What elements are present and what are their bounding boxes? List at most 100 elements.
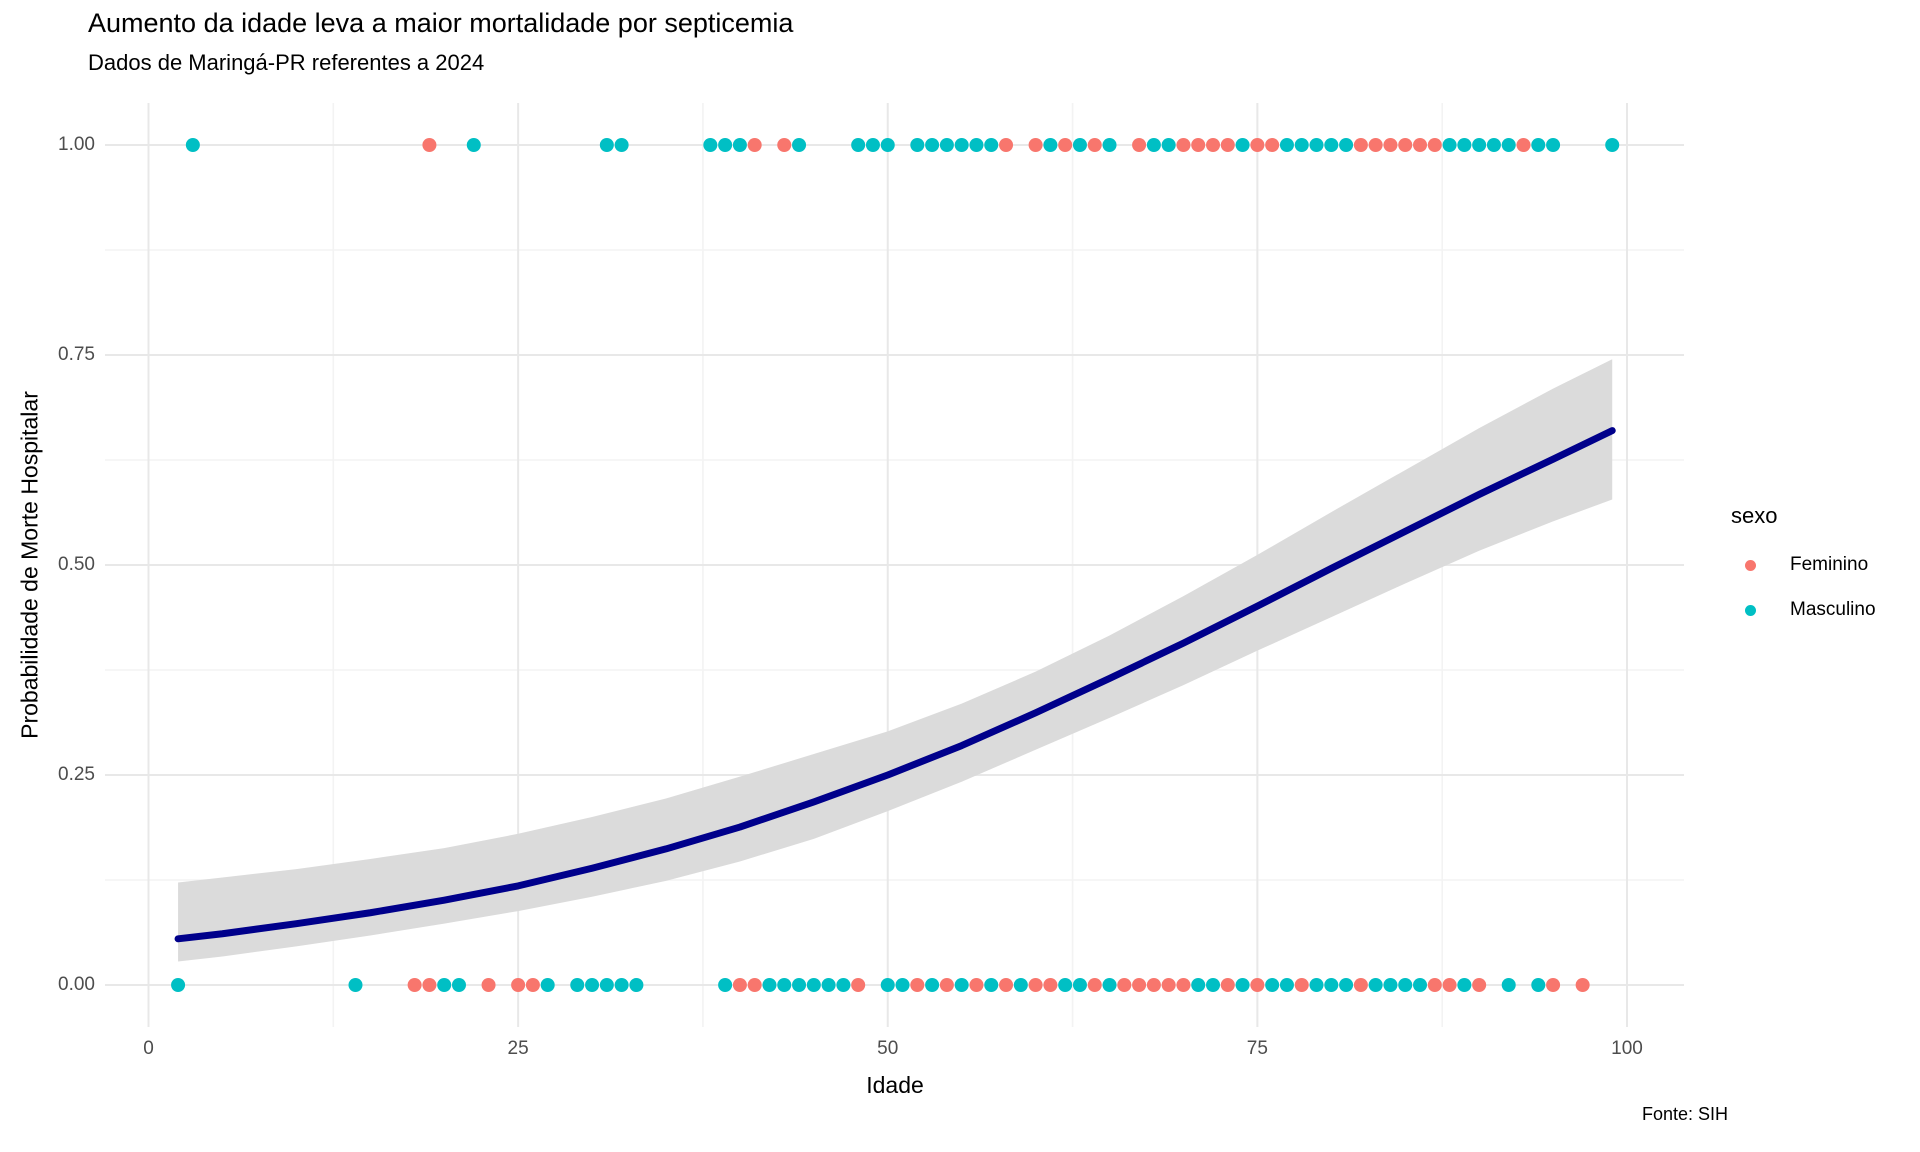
scatter-point-feminino[interactable]: [1398, 138, 1413, 152]
scatter-point-masculino[interactable]: [599, 138, 614, 152]
scatter-point-masculino[interactable]: [1324, 978, 1339, 992]
scatter-point-masculino[interactable]: [910, 138, 925, 152]
scatter-point-masculino[interactable]: [1013, 978, 1028, 992]
scatter-point-masculino[interactable]: [792, 978, 807, 992]
scatter-point-feminino[interactable]: [1250, 978, 1265, 992]
scatter-point-masculino[interactable]: [732, 138, 747, 152]
scatter-point-feminino[interactable]: [1353, 138, 1368, 152]
scatter-point-masculino[interactable]: [1501, 978, 1516, 992]
scatter-point-feminino[interactable]: [1427, 978, 1442, 992]
scatter-point-feminino[interactable]: [1058, 138, 1073, 152]
scatter-point-masculino[interactable]: [451, 978, 466, 992]
scatter-point-feminino[interactable]: [1028, 978, 1043, 992]
scatter-point-masculino[interactable]: [1546, 138, 1561, 152]
scatter-point-feminino[interactable]: [851, 978, 866, 992]
scatter-point-feminino[interactable]: [747, 138, 762, 152]
scatter-point-masculino[interactable]: [1383, 978, 1398, 992]
scatter-point-masculino[interactable]: [348, 978, 363, 992]
scatter-point-feminino[interactable]: [1383, 138, 1398, 152]
scatter-point-masculino[interactable]: [851, 138, 866, 152]
scatter-point-masculino[interactable]: [1486, 138, 1501, 152]
scatter-point-feminino[interactable]: [1087, 978, 1102, 992]
scatter-point-masculino[interactable]: [1442, 138, 1457, 152]
scatter-point-masculino[interactable]: [939, 138, 954, 152]
scatter-point-masculino[interactable]: [762, 978, 777, 992]
scatter-point-feminino[interactable]: [747, 978, 762, 992]
scatter-point-masculino[interactable]: [792, 138, 807, 152]
scatter-point-feminino[interactable]: [1575, 978, 1590, 992]
legend-entry-masculino[interactable]: Masculino: [1731, 596, 1876, 624]
scatter-point-feminino[interactable]: [969, 978, 984, 992]
scatter-point-masculino[interactable]: [1265, 978, 1280, 992]
scatter-point-masculino[interactable]: [925, 978, 940, 992]
scatter-point-masculino[interactable]: [171, 978, 186, 992]
scatter-point-feminino[interactable]: [1028, 138, 1043, 152]
scatter-point-masculino[interactable]: [1146, 138, 1161, 152]
scatter-point-masculino[interactable]: [954, 978, 969, 992]
scatter-point-masculino[interactable]: [880, 138, 895, 152]
scatter-point-masculino[interactable]: [969, 138, 984, 152]
scatter-point-masculino[interactable]: [1102, 978, 1117, 992]
scatter-point-masculino[interactable]: [1191, 978, 1206, 992]
scatter-point-feminino[interactable]: [1206, 138, 1221, 152]
scatter-point-masculino[interactable]: [614, 978, 629, 992]
scatter-point-feminino[interactable]: [1117, 978, 1132, 992]
scatter-point-masculino[interactable]: [1339, 138, 1354, 152]
scatter-point-masculino[interactable]: [1309, 978, 1324, 992]
scatter-point-masculino[interactable]: [1501, 138, 1516, 152]
scatter-point-feminino[interactable]: [422, 138, 437, 152]
scatter-point-feminino[interactable]: [525, 978, 540, 992]
scatter-point-feminino[interactable]: [1427, 138, 1442, 152]
scatter-point-masculino[interactable]: [1235, 138, 1250, 152]
scatter-point-masculino[interactable]: [1457, 978, 1472, 992]
scatter-point-feminino[interactable]: [1176, 978, 1191, 992]
scatter-point-masculino[interactable]: [984, 978, 999, 992]
scatter-point-masculino[interactable]: [703, 138, 718, 152]
scatter-point-masculino[interactable]: [806, 978, 821, 992]
scatter-point-feminino[interactable]: [1368, 138, 1383, 152]
scatter-point-feminino[interactable]: [1161, 978, 1176, 992]
scatter-point-masculino[interactable]: [1309, 138, 1324, 152]
scatter-point-masculino[interactable]: [865, 138, 880, 152]
scatter-point-feminino[interactable]: [422, 978, 437, 992]
scatter-point-feminino[interactable]: [999, 138, 1014, 152]
scatter-point-masculino[interactable]: [1457, 138, 1472, 152]
scatter-point-feminino[interactable]: [999, 978, 1014, 992]
scatter-point-masculino[interactable]: [836, 978, 851, 992]
scatter-point-masculino[interactable]: [895, 978, 910, 992]
scatter-point-masculino[interactable]: [540, 978, 555, 992]
scatter-point-masculino[interactable]: [466, 138, 481, 152]
scatter-point-masculino[interactable]: [1206, 978, 1221, 992]
scatter-point-feminino[interactable]: [1087, 138, 1102, 152]
scatter-point-masculino[interactable]: [1531, 138, 1546, 152]
scatter-point-feminino[interactable]: [1442, 978, 1457, 992]
scatter-point-masculino[interactable]: [1235, 978, 1250, 992]
scatter-point-masculino[interactable]: [570, 978, 585, 992]
scatter-point-feminino[interactable]: [1043, 978, 1058, 992]
scatter-point-feminino[interactable]: [1220, 978, 1235, 992]
scatter-point-masculino[interactable]: [1472, 138, 1487, 152]
scatter-point-masculino[interactable]: [1531, 978, 1546, 992]
scatter-point-masculino[interactable]: [1058, 978, 1073, 992]
scatter-point-masculino[interactable]: [437, 978, 452, 992]
scatter-point-masculino[interactable]: [880, 978, 895, 992]
scatter-point-masculino[interactable]: [1043, 138, 1058, 152]
scatter-point-feminino[interactable]: [1220, 138, 1235, 152]
scatter-point-masculino[interactable]: [718, 978, 733, 992]
scatter-point-masculino[interactable]: [1398, 978, 1413, 992]
scatter-point-feminino[interactable]: [1353, 978, 1368, 992]
scatter-point-masculino[interactable]: [599, 978, 614, 992]
scatter-point-masculino[interactable]: [1279, 138, 1294, 152]
scatter-point-masculino[interactable]: [1279, 978, 1294, 992]
scatter-point-masculino[interactable]: [1368, 978, 1383, 992]
scatter-point-feminino[interactable]: [732, 978, 747, 992]
scatter-point-feminino[interactable]: [1294, 978, 1309, 992]
scatter-point-masculino[interactable]: [925, 138, 940, 152]
legend-entry-feminino[interactable]: Feminino: [1731, 551, 1876, 579]
scatter-point-feminino[interactable]: [1176, 138, 1191, 152]
scatter-point-masculino[interactable]: [1294, 138, 1309, 152]
scatter-point-masculino[interactable]: [777, 978, 792, 992]
scatter-point-masculino[interactable]: [1605, 138, 1620, 152]
scatter-point-masculino[interactable]: [185, 138, 200, 152]
scatter-point-feminino[interactable]: [1250, 138, 1265, 152]
